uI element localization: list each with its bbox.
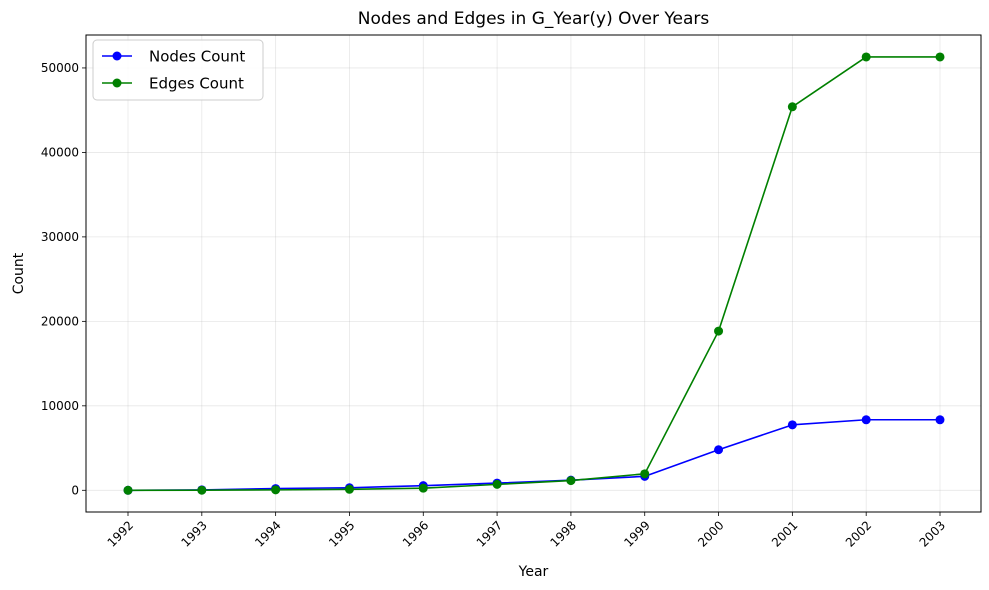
y-axis-label: Count — [11, 252, 27, 294]
y-tick-label: 30000 — [41, 230, 79, 244]
grid-lines — [86, 35, 981, 512]
series-line-nodes-count — [127, 418, 940, 492]
data-point-nodes-count — [714, 445, 724, 455]
data-point-edges-count — [418, 483, 428, 493]
legend-marker-edges — [112, 78, 122, 88]
legend: Nodes Count Edges Count — [92, 39, 264, 101]
legend-label-edges: Edges Count — [149, 75, 244, 93]
data-point-nodes-count — [861, 415, 871, 425]
x-axis-label: Year — [518, 564, 549, 580]
series-line-edges-count — [127, 56, 940, 492]
data-point-edges-count — [492, 479, 502, 489]
data-point-edges-count — [123, 485, 133, 495]
data-point-edges-count — [714, 326, 724, 336]
data-point-edges-count — [640, 469, 650, 479]
y-axis-ticks: 0 10000 20000 30000 40000 50000 — [41, 61, 86, 497]
y-tick-label: 40000 — [41, 145, 79, 159]
series-markers — [123, 52, 945, 495]
legend-label-nodes: Nodes Count — [149, 48, 245, 66]
y-tick-label: 50000 — [41, 61, 79, 75]
y-tick-label: 0 — [71, 483, 79, 497]
data-point-edges-count — [271, 485, 281, 495]
data-point-edges-count — [344, 484, 354, 494]
data-point-nodes-count — [935, 415, 945, 425]
data-point-nodes-count — [787, 420, 797, 430]
plot-frame — [85, 34, 982, 513]
data-point-edges-count — [197, 485, 207, 495]
series-lines — [127, 56, 940, 492]
legend-marker-nodes — [112, 51, 122, 61]
legend-box — [92, 39, 264, 101]
data-point-edges-count — [566, 476, 576, 486]
y-tick-label: 10000 — [41, 399, 79, 413]
data-point-edges-count — [787, 102, 797, 112]
data-point-edges-count — [935, 52, 945, 62]
chart-title: Nodes and Edges in G_Year(y) Over Years — [358, 9, 710, 29]
data-point-edges-count — [861, 52, 871, 62]
y-tick-label: 20000 — [41, 314, 79, 328]
